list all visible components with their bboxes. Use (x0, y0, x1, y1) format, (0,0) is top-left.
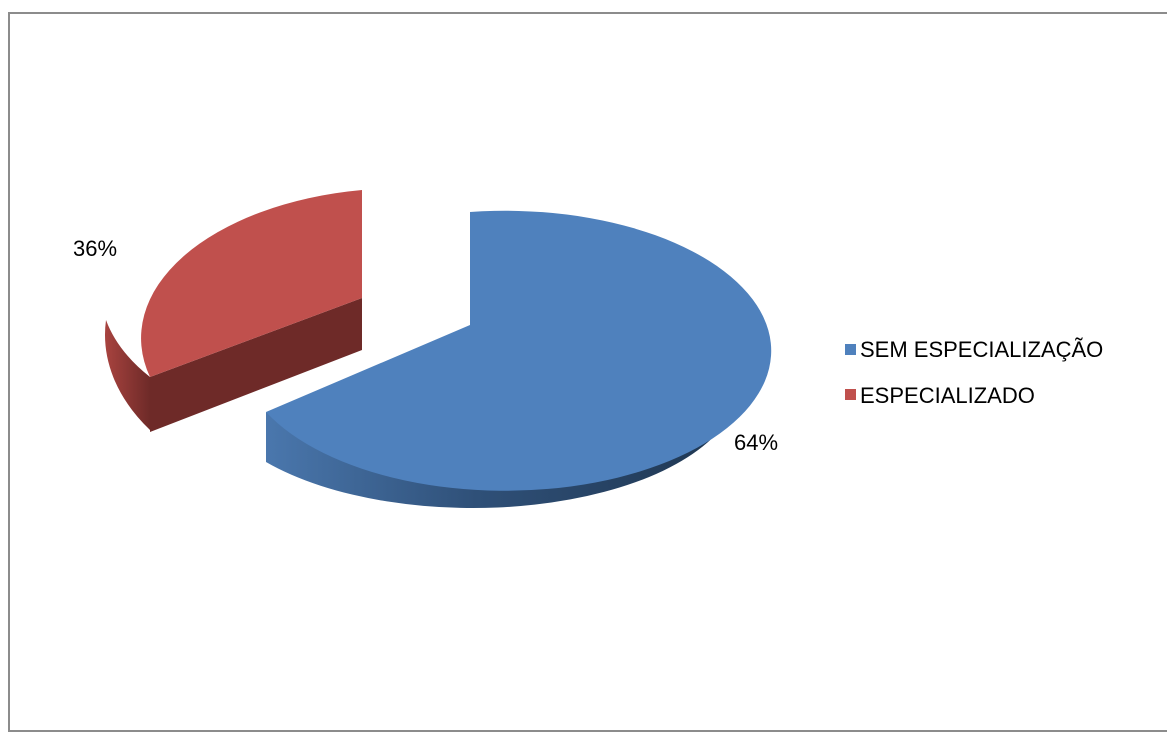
legend-label-especializado: ESPECIALIZADO (860, 383, 1035, 408)
pie-slice-sem-especializacao (266, 210, 772, 509)
pie-slice-especializado (105, 190, 362, 432)
legend-item-especializado: ESPECIALIZADO (845, 383, 1035, 408)
slice-top-especializado (141, 190, 362, 377)
slice-side-outer-especializado (105, 320, 150, 430)
data-label-especializado: 36% (73, 236, 117, 261)
slice-side-cut-especializado (150, 298, 362, 432)
legend-swatch-sem-especializacao (845, 344, 856, 355)
legend: SEM ESPECIALIZAÇÃO ESPECIALIZADO (845, 337, 1103, 408)
legend-swatch-especializado (845, 389, 856, 400)
legend-item-sem-especializacao: SEM ESPECIALIZAÇÃO (845, 337, 1103, 362)
legend-label-sem-especializacao: SEM ESPECIALIZAÇÃO (860, 337, 1103, 362)
data-label-sem-especializacao: 64% (734, 430, 778, 455)
slice-top-sem-especializacao (266, 210, 772, 491)
